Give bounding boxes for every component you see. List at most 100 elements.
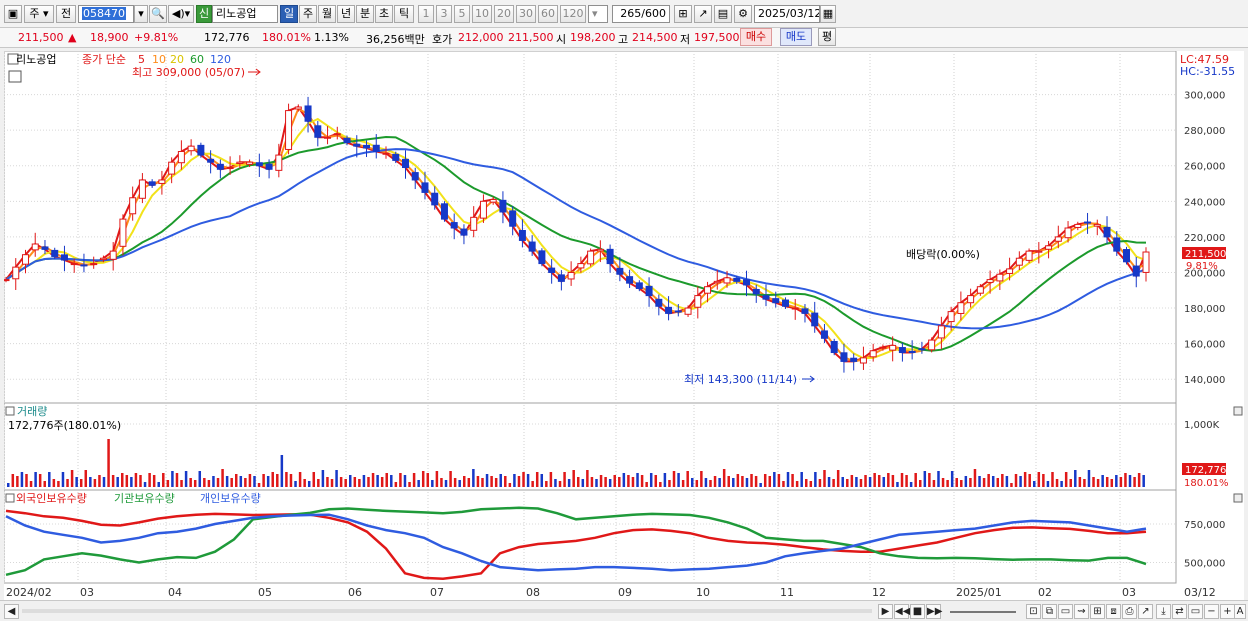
- scroll-right-icon[interactable]: ▶: [878, 604, 893, 619]
- zoom-out-icon[interactable]: −: [1204, 604, 1219, 619]
- period-minute-button[interactable]: 분: [356, 5, 374, 23]
- interval-3-button[interactable]: 3: [436, 5, 452, 23]
- chevron-down-icon[interactable]: ▾: [134, 5, 148, 23]
- candle-body: [694, 295, 702, 308]
- chart-type-icon[interactable]: ⊡: [1026, 604, 1041, 619]
- speaker-icon[interactable]: ◀)▾: [168, 5, 194, 23]
- candle-body: [275, 154, 283, 171]
- interval-60-button[interactable]: 60: [538, 5, 558, 23]
- stop-icon[interactable]: ■: [910, 604, 925, 619]
- gear-icon[interactable]: ⚙: [734, 5, 752, 23]
- window-icon[interactable]: ▣: [4, 5, 22, 23]
- candle-body: [976, 286, 984, 294]
- volume-bar: [700, 471, 703, 487]
- period-type-select[interactable]: 주 ▾: [24, 5, 54, 23]
- volume-bar: [203, 478, 206, 487]
- zoom-slider[interactable]: [950, 611, 1016, 613]
- interval-120-button[interactable]: 120: [560, 5, 586, 23]
- fast-forward-icon[interactable]: ▶▶: [926, 604, 943, 619]
- search-icon[interactable]: 🔍: [149, 5, 167, 23]
- volume-bar: [1115, 475, 1118, 487]
- print-icon[interactable]: ⎙: [1122, 604, 1137, 619]
- volume-bar: [1001, 474, 1004, 487]
- horizontal-scrollbar[interactable]: [22, 609, 872, 613]
- volume-bar: [317, 479, 320, 487]
- volume-bar: [923, 471, 927, 487]
- volume-bar: [526, 474, 530, 487]
- period-year-button[interactable]: 년: [337, 5, 355, 23]
- volume-bar: [494, 478, 498, 487]
- candle-body: [216, 163, 224, 170]
- candle-body: [294, 106, 302, 110]
- collapse-icon[interactable]: ▭: [1188, 604, 1203, 619]
- ma-legend-120: 120: [210, 53, 231, 66]
- sell-button[interactable]: 매도: [780, 28, 812, 46]
- split-icon[interactable]: ⧈: [1106, 604, 1121, 619]
- volume-menu-icon[interactable]: [5, 406, 15, 416]
- candle-body: [499, 199, 507, 213]
- buy-button[interactable]: 매수: [740, 28, 772, 46]
- panel-menu-icon[interactable]: [7, 53, 19, 65]
- candle-body: [840, 352, 848, 362]
- interval-20-button[interactable]: 20: [494, 5, 514, 23]
- volume-bar: [449, 471, 452, 487]
- interval-10-button[interactable]: 10: [472, 5, 492, 23]
- eval-button[interactable]: 평: [818, 28, 836, 46]
- candle-body: [479, 200, 487, 219]
- calculator-icon[interactable]: [8, 70, 22, 83]
- volume-bar: [627, 475, 630, 487]
- stock-name-field[interactable]: 리노공업: [212, 5, 278, 23]
- volume-bar: [485, 474, 489, 487]
- holdings-close-icon[interactable]: [1233, 493, 1243, 503]
- candle-body: [1132, 265, 1140, 277]
- export-icon[interactable]: ⤓: [1156, 604, 1171, 619]
- period-day-button[interactable]: 일: [280, 5, 298, 23]
- candle-body: [470, 216, 478, 231]
- volume-bar: [540, 474, 544, 487]
- scroll-left-icon[interactable]: ◀: [4, 604, 19, 619]
- volume-bar: [1124, 473, 1127, 487]
- draw-tool-icon[interactable]: ↗: [694, 5, 712, 23]
- ruler-icon[interactable]: ⇝: [1074, 604, 1089, 619]
- share-icon[interactable]: ↗: [1138, 604, 1153, 619]
- period-month-button[interactable]: 월: [318, 5, 336, 23]
- volume-bar: [900, 473, 904, 487]
- save-icon[interactable]: ▤: [714, 5, 732, 23]
- calendar-icon[interactable]: ▦: [820, 5, 836, 23]
- volume-bar: [754, 476, 758, 487]
- zoom-icon[interactable]: ⊞: [674, 5, 692, 23]
- volume-bar: [522, 472, 525, 487]
- period-tick-button[interactable]: 틱: [394, 5, 414, 23]
- grid-icon[interactable]: ⊞: [1090, 604, 1105, 619]
- period-second-button[interactable]: 초: [375, 5, 393, 23]
- interval-30-button[interactable]: 30: [516, 5, 536, 23]
- volume-close-icon[interactable]: [1233, 406, 1243, 416]
- ask-price: 212,000: [458, 31, 504, 44]
- volume-bar: [1087, 470, 1091, 487]
- prev-button[interactable]: 전: [56, 5, 76, 23]
- rewind-icon[interactable]: ◀◀: [894, 604, 911, 619]
- volume-bar: [266, 476, 270, 487]
- interval-1-button[interactable]: 1: [418, 5, 434, 23]
- volume-bar: [891, 475, 895, 487]
- holdings-menu-icon[interactable]: [5, 493, 15, 503]
- date-input[interactable]: 2025/03/12: [754, 5, 820, 23]
- font-size-icon[interactable]: A: [1234, 604, 1246, 619]
- ma-legend-20: 20: [170, 53, 184, 66]
- candle-body: [937, 325, 945, 339]
- layout-icon[interactable]: ▭: [1058, 604, 1073, 619]
- interval-5-button[interactable]: 5: [454, 5, 470, 23]
- price-tick-label: 180,000: [1184, 304, 1225, 315]
- copy-chart-icon[interactable]: ⧉: [1042, 604, 1057, 619]
- volume-bar: [905, 475, 908, 487]
- quote-info-bar: 211,500 ▲ 18,900 +9.81% 172,776 180.01% …: [0, 28, 1248, 48]
- stock-code-input[interactable]: 058470: [78, 5, 134, 23]
- volume-bar: [326, 477, 329, 487]
- count-field[interactable]: 265/600: [612, 5, 670, 23]
- stock-chart[interactable]: 300,000 280,000 260,000 240,000 220,000 200,0…: [4, 51, 1244, 604]
- volume-bar: [1074, 470, 1077, 487]
- period-week-button[interactable]: 주: [299, 5, 317, 23]
- zoom-in-icon[interactable]: +: [1220, 604, 1235, 619]
- link-icon[interactable]: ⇄: [1172, 604, 1187, 619]
- interval-dropdown[interactable]: ▾: [588, 5, 608, 23]
